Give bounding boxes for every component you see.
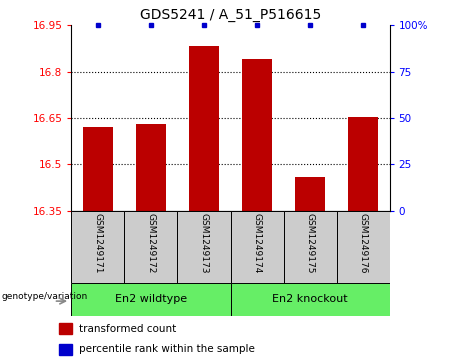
Text: GSM1249172: GSM1249172 [147, 213, 155, 273]
Text: GSM1249174: GSM1249174 [253, 213, 261, 273]
Bar [136, 124, 165, 211]
Bar [59, 344, 72, 355]
FancyBboxPatch shape [337, 211, 390, 283]
Text: GSM1249173: GSM1249173 [200, 213, 208, 273]
Bar [189, 46, 219, 211]
Text: genotype/variation: genotype/variation [1, 292, 88, 301]
Bar [296, 177, 325, 211]
Bar [83, 127, 112, 211]
Text: GSM1249171: GSM1249171 [94, 213, 102, 273]
FancyBboxPatch shape [284, 211, 337, 283]
Text: En2 knockout: En2 knockout [272, 294, 348, 305]
Text: GSM1249176: GSM1249176 [359, 213, 367, 273]
Text: percentile rank within the sample: percentile rank within the sample [79, 344, 255, 354]
Bar [59, 323, 72, 334]
FancyBboxPatch shape [177, 211, 230, 283]
FancyBboxPatch shape [71, 283, 230, 316]
Bar [349, 117, 378, 211]
Title: GDS5241 / A_51_P516615: GDS5241 / A_51_P516615 [140, 8, 321, 22]
Text: GSM1249175: GSM1249175 [306, 213, 314, 273]
FancyBboxPatch shape [71, 211, 124, 283]
Text: transformed count: transformed count [79, 323, 177, 334]
FancyBboxPatch shape [230, 283, 390, 316]
Bar [242, 59, 272, 211]
FancyBboxPatch shape [230, 211, 284, 283]
FancyBboxPatch shape [124, 211, 177, 283]
Text: En2 wildtype: En2 wildtype [115, 294, 187, 305]
